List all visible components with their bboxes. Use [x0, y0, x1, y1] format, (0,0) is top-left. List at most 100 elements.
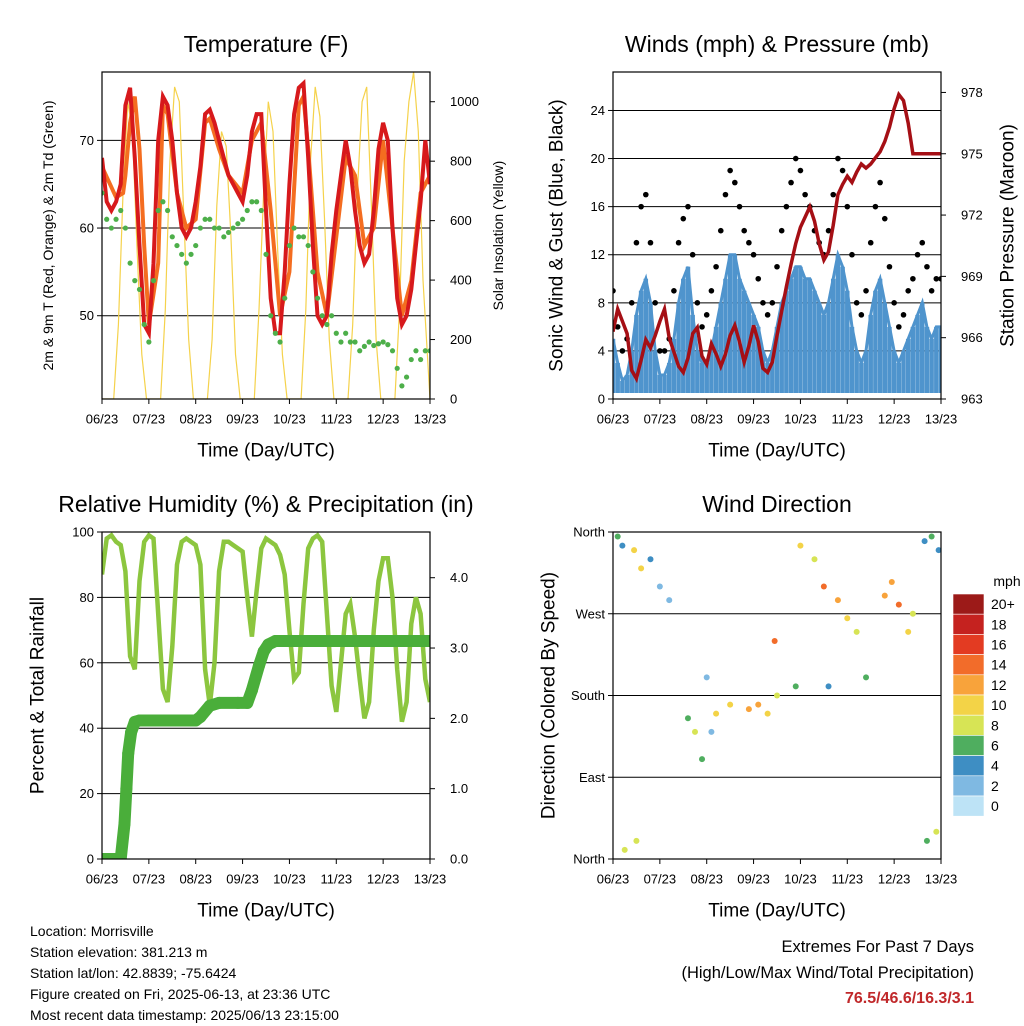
humidity-ytick-label: 80 — [80, 590, 94, 605]
winds-plot-area — [613, 90, 941, 393]
dewpoint-point — [165, 207, 171, 214]
humidity-xtick-label: 12/23 — [367, 872, 400, 887]
gust-point — [844, 203, 851, 210]
dewpoint-point — [239, 216, 246, 222]
temperature-xtick-label: 12/23 — [367, 412, 400, 427]
humidity-ytick-label: 40 — [80, 721, 94, 736]
dewpoint-point — [324, 321, 330, 328]
dewpoint-point — [286, 242, 293, 249]
precipitation-point — [400, 635, 413, 647]
direction-point — [853, 628, 860, 635]
direction-point — [820, 583, 827, 590]
humidity-ylabel: Percent & Total Rainfall — [28, 597, 49, 794]
gust-point — [717, 227, 724, 234]
precipitation-point — [102, 853, 108, 859]
gust-point — [839, 167, 846, 174]
direction-xtick-label: 08/23 — [690, 872, 723, 887]
gust-point — [788, 179, 794, 186]
gust-point — [657, 348, 663, 354]
direction-ytick-label: North — [573, 852, 605, 867]
dewpoint-point — [202, 216, 208, 222]
info-location: Location: Morrisville — [30, 923, 154, 939]
gust-point — [924, 263, 930, 270]
humidity-ytick-label: 20 — [80, 786, 94, 801]
dewpoint-point — [371, 342, 377, 349]
winds-xlabel: Time (Day/UTC) — [708, 441, 846, 462]
gust-point — [708, 288, 715, 294]
humidity-plot-border — [101, 531, 431, 860]
speed-legend-swatch — [952, 755, 985, 777]
direction-xtick-label: 13/23 — [925, 872, 958, 887]
precipitation-point — [245, 684, 258, 697]
temperature-xtick-label: 07/23 — [133, 412, 166, 427]
direction-point — [895, 601, 902, 608]
dewpoint-point — [197, 225, 203, 231]
gust-point — [825, 227, 832, 234]
speed-legend-swatch — [952, 714, 985, 736]
precipitation-point — [142, 714, 155, 727]
dewpoint-point — [249, 199, 255, 205]
humidity-ytick-label: 60 — [80, 655, 94, 670]
dewpoint-point — [122, 225, 129, 231]
temperature-ylabel: 2m & 9m T (Red, Orange) & 2m Td (Green) — [40, 101, 56, 371]
gust-point — [628, 300, 635, 306]
direction-point — [774, 692, 780, 699]
info-latlon: Station lat/lon: 42.8839; -75.6424 — [30, 965, 237, 981]
precipitation-point — [424, 635, 430, 647]
dewpoint-point — [366, 339, 372, 345]
direction-point — [923, 837, 930, 844]
extremes-summary: Extremes For Past 7 Days (High/Low/Max W… — [681, 934, 974, 1012]
gust-point — [928, 288, 935, 294]
winds-ylabel: Sonic Wind & Gust (Blue, Black) — [547, 99, 568, 371]
gust-point — [680, 215, 687, 222]
dewpoint-point — [422, 348, 428, 354]
direction-point — [921, 538, 928, 545]
humidity-xtick-label: 08/23 — [179, 872, 212, 887]
direction-point — [928, 533, 935, 540]
gust-point — [694, 300, 701, 306]
winds-ytick-label: 24 — [591, 103, 605, 118]
precipitation-point — [283, 635, 296, 647]
humidity-ytick-right-label: 3.0 — [450, 641, 468, 656]
direction-point — [905, 628, 912, 635]
relative-humidity-line — [102, 532, 430, 723]
precipitation-point — [120, 782, 133, 795]
gust-point — [881, 215, 888, 222]
speed-legend-swatch — [952, 674, 985, 696]
dewpoint-point — [235, 221, 241, 227]
humidity-title: Relative Humidity (%) & Precipitation (i… — [58, 491, 473, 517]
gust-point — [905, 288, 911, 294]
dewpoint-point — [127, 260, 133, 266]
dewpoint-point — [352, 339, 358, 345]
info-recent-timestamp: Most recent data timestamp: 2025/06/13 2… — [30, 1007, 339, 1023]
precipitation-point — [241, 696, 254, 709]
gust-point — [613, 288, 616, 294]
dewpoint-point — [216, 225, 222, 231]
direction-point — [764, 710, 771, 717]
winds-title: Winds (mph) & Pressure (mb) — [625, 31, 929, 57]
direction-point — [633, 837, 640, 844]
gust-point — [872, 203, 879, 210]
speed-legend-swatch — [952, 634, 985, 655]
gust-point — [783, 203, 790, 210]
temperature-xtick-label: 09/23 — [226, 412, 259, 427]
humidity-ytick-right-label: 4.0 — [450, 570, 468, 585]
speed-legend-label: 20+ — [991, 596, 1015, 612]
winds-xtick-label: 12/23 — [878, 412, 911, 427]
direction-point — [825, 683, 832, 690]
dewpoint-point — [254, 199, 260, 205]
direction-point — [647, 556, 654, 563]
humidity-ytick-right-label: 1.0 — [450, 781, 468, 796]
winds-xtick-label: 11/23 — [831, 412, 863, 427]
extremes-values: 76.5/46.6/16.3/3.1 — [845, 990, 974, 1007]
speed-legend-swatch — [952, 593, 985, 615]
speed-legend-label: 8 — [991, 717, 999, 733]
gust-point — [849, 251, 855, 258]
dewpoint-point — [258, 207, 264, 214]
dewpoint-point — [300, 234, 307, 240]
gust-point — [938, 275, 941, 282]
temperature-xtick-label: 06/23 — [86, 412, 119, 427]
direction-ylabel: Direction (Colored By Speed) — [539, 572, 560, 819]
direction-point — [797, 542, 804, 549]
winds-xtick-label: 08/23 — [690, 412, 723, 427]
